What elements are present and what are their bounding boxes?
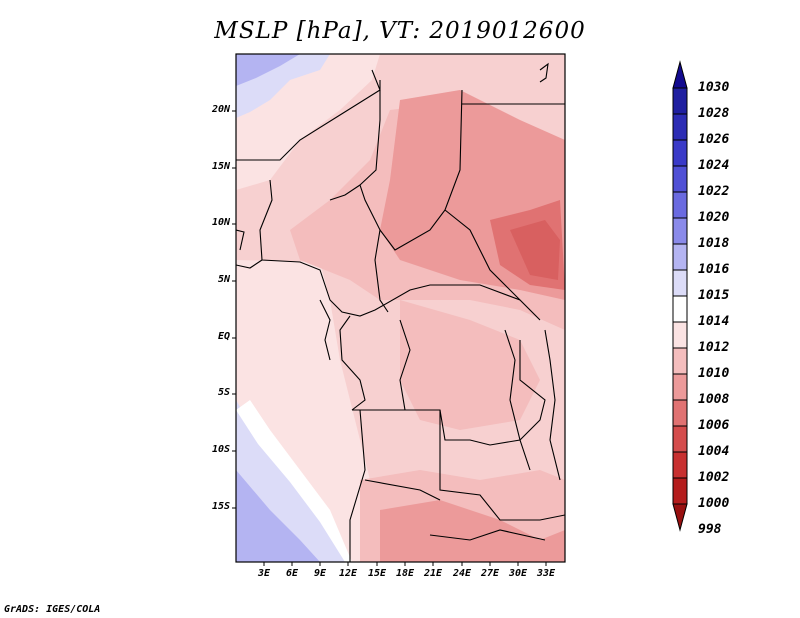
lat-label: 15S [211, 501, 230, 512]
colorbar-label: 1020 [698, 210, 730, 225]
colorbar-segment [672, 243, 688, 271]
lat-label: 20N [211, 104, 230, 115]
lon-label: 27E [480, 568, 500, 579]
colorbar-label: 1012 [698, 340, 730, 355]
colorbar-segment [672, 321, 688, 349]
lat-label: 5S [217, 387, 230, 398]
colorbar-segment [672, 165, 688, 193]
lon-label: 24E [452, 568, 472, 579]
colorbar-label: 1022 [698, 184, 730, 199]
colorbar-segment [672, 87, 688, 115]
map-frame [235, 53, 566, 563]
colorbar-label: 998 [698, 522, 722, 537]
colorbar-label: 1018 [698, 236, 730, 251]
lat-label: 15N [211, 161, 230, 172]
colorbar-top-arrow [672, 60, 688, 89]
colorbar-segment [672, 113, 688, 141]
lat-label: 10N [211, 217, 230, 228]
colorbar-segment [672, 269, 688, 297]
lon-ticks [263, 562, 547, 566]
colorbar [672, 60, 688, 532]
lon-label: 15E [367, 568, 387, 579]
lon-label: 33E [536, 568, 556, 579]
lon-label: 18E [395, 568, 415, 579]
colorbar-segment [672, 425, 688, 453]
grads-credit: GrADS: IGES/COLA [4, 604, 101, 615]
colorbar-label: 1014 [698, 314, 730, 329]
colorbar-label: 1002 [698, 470, 730, 485]
lon-label: 6E [285, 568, 299, 579]
colorbar-segment [672, 139, 688, 167]
lat-label: EQ [217, 331, 230, 342]
lon-label: 21E [423, 568, 443, 579]
colorbar-label: 1004 [698, 444, 730, 459]
colorbar-segment [672, 373, 688, 401]
colorbar-label: 1000 [698, 496, 730, 511]
colorbar-segment [672, 399, 688, 427]
lat-ticks [232, 110, 236, 509]
pressure-field [236, 54, 565, 562]
lon-label: 12E [338, 568, 358, 579]
colorbar-segment [672, 217, 688, 245]
lon-label: 9E [313, 568, 327, 579]
colorbar-segment [672, 477, 688, 505]
colorbar-segment [672, 451, 688, 479]
lat-label: 5N [217, 274, 230, 285]
colorbar-segment [672, 295, 688, 323]
colorbar-segment [672, 191, 688, 219]
colorbar-label: 1028 [698, 106, 730, 121]
colorbar-label: 1016 [698, 262, 730, 277]
colorbar-label: 1015 [698, 288, 730, 303]
colorbar-label: 1006 [698, 418, 730, 433]
map-title: MSLP [hPa], VT: 2019012600 [214, 18, 586, 44]
colorbar-label: 1030 [698, 80, 730, 95]
lon-label: 30E [508, 568, 528, 579]
lon-label: 3E [257, 568, 271, 579]
colorbar-label: 1010 [698, 366, 730, 381]
colorbar-bottom-arrow [672, 503, 688, 532]
country-borders [236, 62, 565, 562]
colorbar-segment [672, 347, 688, 375]
colorbar-label: 1024 [698, 158, 730, 173]
colorbar-label: 1026 [698, 132, 730, 147]
lat-label: 10S [211, 444, 230, 455]
colorbar-label: 1008 [698, 392, 730, 407]
